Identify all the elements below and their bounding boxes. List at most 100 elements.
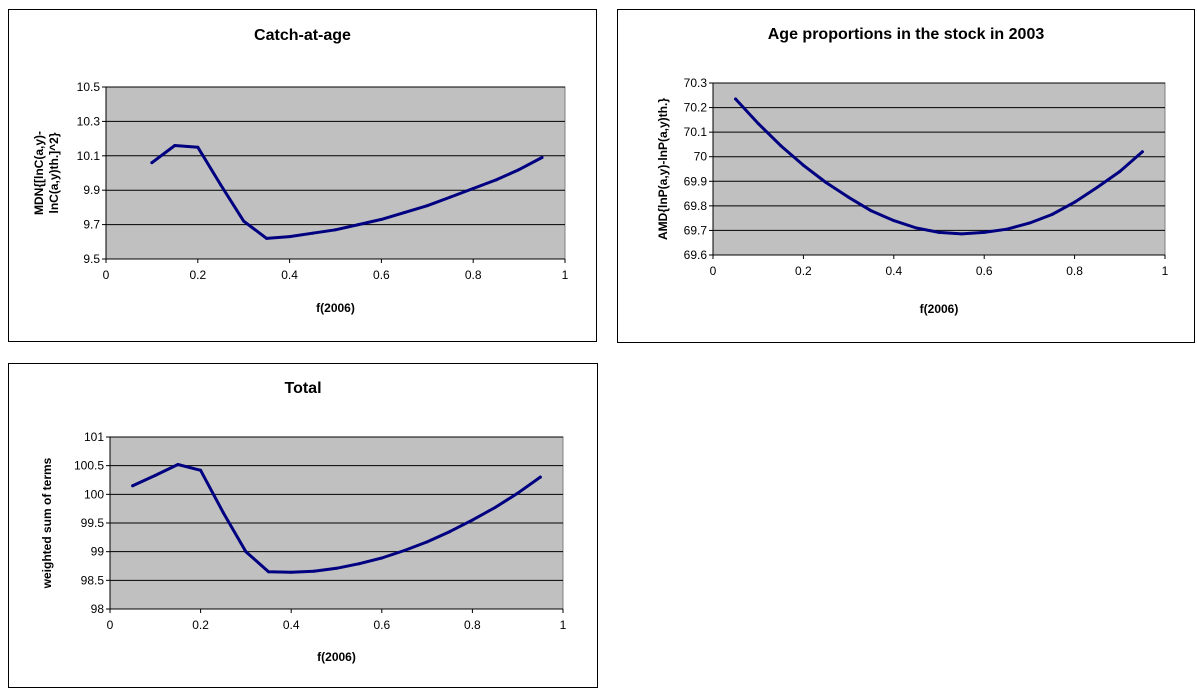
x-tick-label: 0.4 [283, 618, 300, 632]
y-tick-label: 69.6 [684, 248, 708, 262]
data-point [311, 231, 315, 235]
y-tick-label: 69.7 [684, 223, 708, 237]
data-point [379, 217, 383, 221]
data-point [265, 236, 269, 240]
data-point [1118, 169, 1122, 173]
y-tick-label: 70 [694, 150, 708, 164]
data-point [176, 463, 180, 467]
y-tick-label: 100 [84, 487, 104, 501]
data-point [425, 204, 429, 208]
data-point [516, 491, 520, 495]
data-point [425, 540, 429, 544]
data-point [153, 473, 157, 477]
data-point [219, 183, 223, 187]
y-tick-label: 100.5 [74, 459, 104, 473]
catch-at-age-svg: 9.5 9.7 9.9 10.1 10.3 10.5 0 0.2 0.4 0.6 0.8 1 Catch… [32, 27, 569, 315]
y-axis-title: AMD{lnP(a,y)-lnP(a,y)th.} [656, 98, 670, 240]
data-point [1140, 150, 1144, 154]
x-axis-title: f(2006) [316, 301, 355, 315]
x-axis-title: f(2006) [920, 302, 959, 316]
y-axis-title: weighted sum of terms [40, 457, 54, 589]
x-tick-label: 0.6 [976, 264, 993, 278]
data-point [196, 145, 200, 149]
y-tick-label: 9.7 [83, 218, 100, 232]
chart-title: Total [284, 380, 321, 397]
data-point [312, 569, 316, 573]
y-tick-label: 98.5 [81, 573, 105, 587]
data-point [448, 195, 452, 199]
data-point [356, 223, 360, 227]
data-point [470, 518, 474, 522]
data-point [960, 232, 964, 236]
data-point [334, 228, 337, 232]
data-point [471, 186, 475, 190]
data-point [494, 178, 498, 182]
data-point [847, 195, 851, 199]
y-tick-label: 99.5 [81, 516, 105, 530]
data-point [242, 219, 246, 223]
x-tick-label: 0 [107, 618, 114, 632]
data-point [380, 556, 384, 560]
total-chart: 98 98.5 99 99.5 100 100.5 101 0 0.2 0.4 0.6 0.8 1 Tot… [8, 363, 598, 688]
y-tick-label: 10.3 [77, 114, 101, 128]
data-point [1027, 221, 1031, 225]
data-point [1073, 200, 1077, 204]
x-tick-label: 0.6 [373, 618, 390, 632]
plot-area [712, 82, 1166, 256]
y-tick-label: 101 [84, 430, 104, 444]
x-tick-label: 1 [1162, 264, 1169, 278]
y-tick-label: 70.2 [684, 101, 708, 115]
data-point [131, 484, 135, 488]
data-point [756, 122, 760, 126]
data-point [937, 230, 941, 234]
total-svg: 98 98.5 99 99.5 100 100.5 101 0 0.2 0.4 0.6 0.8 1 Tot… [40, 380, 567, 664]
data-point [869, 209, 873, 213]
data-point [199, 468, 203, 472]
y-tick-label: 9.5 [83, 252, 100, 266]
x-tick-label: 0.4 [885, 264, 902, 278]
data-point [824, 181, 828, 185]
x-axis-title: f(2006) [317, 650, 356, 664]
data-point [267, 570, 271, 574]
x-tick-label: 0.8 [1066, 264, 1083, 278]
data-point [402, 211, 406, 215]
y-tick-label: 70.3 [684, 76, 708, 90]
series-line [150, 144, 544, 240]
x-tick-label: 0 [103, 268, 110, 282]
data-point [1005, 227, 1009, 231]
chart-title: Catch-at-age [254, 27, 351, 44]
data-point [779, 144, 783, 148]
x-tick-label: 0.6 [373, 268, 390, 282]
data-point [540, 156, 544, 160]
x-tick-label: 0.2 [192, 618, 209, 632]
data-point [357, 562, 361, 566]
y-tick-label: 70.1 [684, 125, 708, 139]
x-tick-label: 0.4 [281, 268, 298, 282]
y-axis-title: lnC(a,y)th.]^2} [47, 132, 61, 213]
age-proportions-svg: 69.6 69.7 69.8 69.9 70 70.1 70.2 70.3 0 0.2 0.4 0.6… [656, 26, 1169, 316]
data-point [493, 506, 497, 510]
data-point [892, 219, 896, 223]
x-tick-label: 0 [710, 264, 717, 278]
data-point [1095, 185, 1099, 189]
x-tick-label: 0.2 [189, 268, 206, 282]
catch-at-age-chart: 9.5 9.7 9.9 10.1 10.3 10.5 0 0.2 0.4 0.6 0.8 1 Catch… [8, 9, 597, 342]
x-tick-label: 0.8 [465, 268, 482, 282]
y-tick-label: 98 [91, 602, 105, 616]
x-tick-label: 0.2 [795, 264, 812, 278]
y-tick-label: 10.5 [77, 80, 101, 94]
y-tick-label: 69.9 [684, 174, 708, 188]
data-point [173, 143, 177, 147]
chart-title: Age proportions in the stock in 2003 [768, 26, 1045, 43]
data-point [734, 97, 738, 101]
data-point [150, 161, 154, 165]
data-point [335, 566, 338, 570]
data-point [402, 549, 406, 553]
data-point [288, 235, 292, 239]
y-axis-title: MDN{[lnC(a,y)- [32, 131, 46, 215]
y-tick-label: 10.1 [77, 149, 101, 163]
age-proportions-chart: 69.6 69.7 69.8 69.9 70 70.1 70.2 70.3 0 0.2 0.4 0.6… [617, 9, 1195, 343]
data-point [221, 511, 225, 515]
y-tick-label: 9.9 [83, 183, 100, 197]
data-point [914, 226, 918, 230]
